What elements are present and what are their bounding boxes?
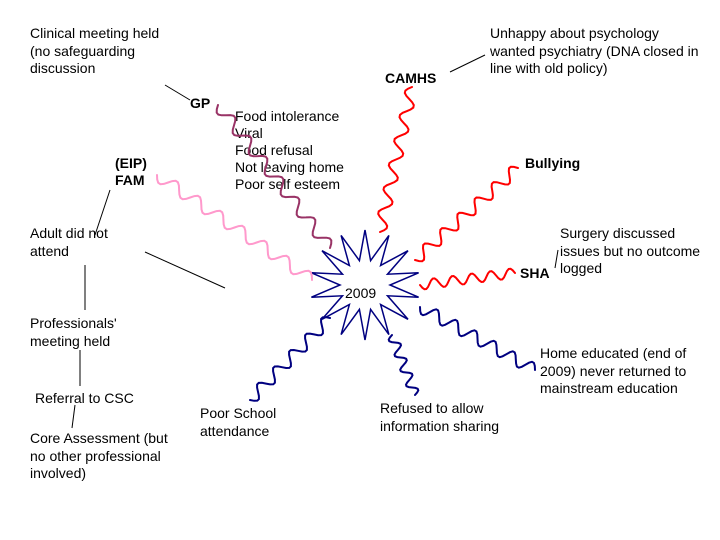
center-list-1: Food intolerance	[235, 108, 339, 126]
center-list-2: Viral	[235, 125, 263, 143]
sha-label: SHA	[520, 265, 550, 283]
camhs-label: CAMHS	[385, 70, 436, 88]
core-assessment-text: Core Assessment (but no other profession…	[30, 430, 170, 483]
center-list-5: Poor self esteem	[235, 176, 340, 194]
poor-school-text: Poor School attendance	[200, 405, 300, 440]
adult-not-attend-text: Adult did not attend	[30, 225, 140, 260]
refused-info-text: Refused to allow information sharing	[380, 400, 510, 435]
center-list-4: Not leaving home	[235, 159, 344, 177]
eip-label: (EIP)	[115, 155, 147, 173]
referral-csc-text: Referral to CSC	[35, 390, 165, 408]
surgery-text: Surgery discussed issues but no outcome …	[560, 225, 710, 278]
clinical-meeting-text: Clinical meeting held (no safeguarding d…	[30, 25, 160, 78]
fam-label: FAM	[115, 172, 145, 190]
unhappy-text: Unhappy about psychology wanted psychiat…	[490, 25, 700, 78]
prof-meeting-text: Professionals' meeting held	[30, 315, 140, 350]
bullying-label: Bullying	[525, 155, 580, 173]
home-educated-text: Home educated (end of 2009) never return…	[540, 345, 710, 398]
gp-label: GP	[190, 95, 210, 113]
center-list-3: Food refusal	[235, 142, 313, 160]
year-label: 2009	[345, 285, 376, 303]
